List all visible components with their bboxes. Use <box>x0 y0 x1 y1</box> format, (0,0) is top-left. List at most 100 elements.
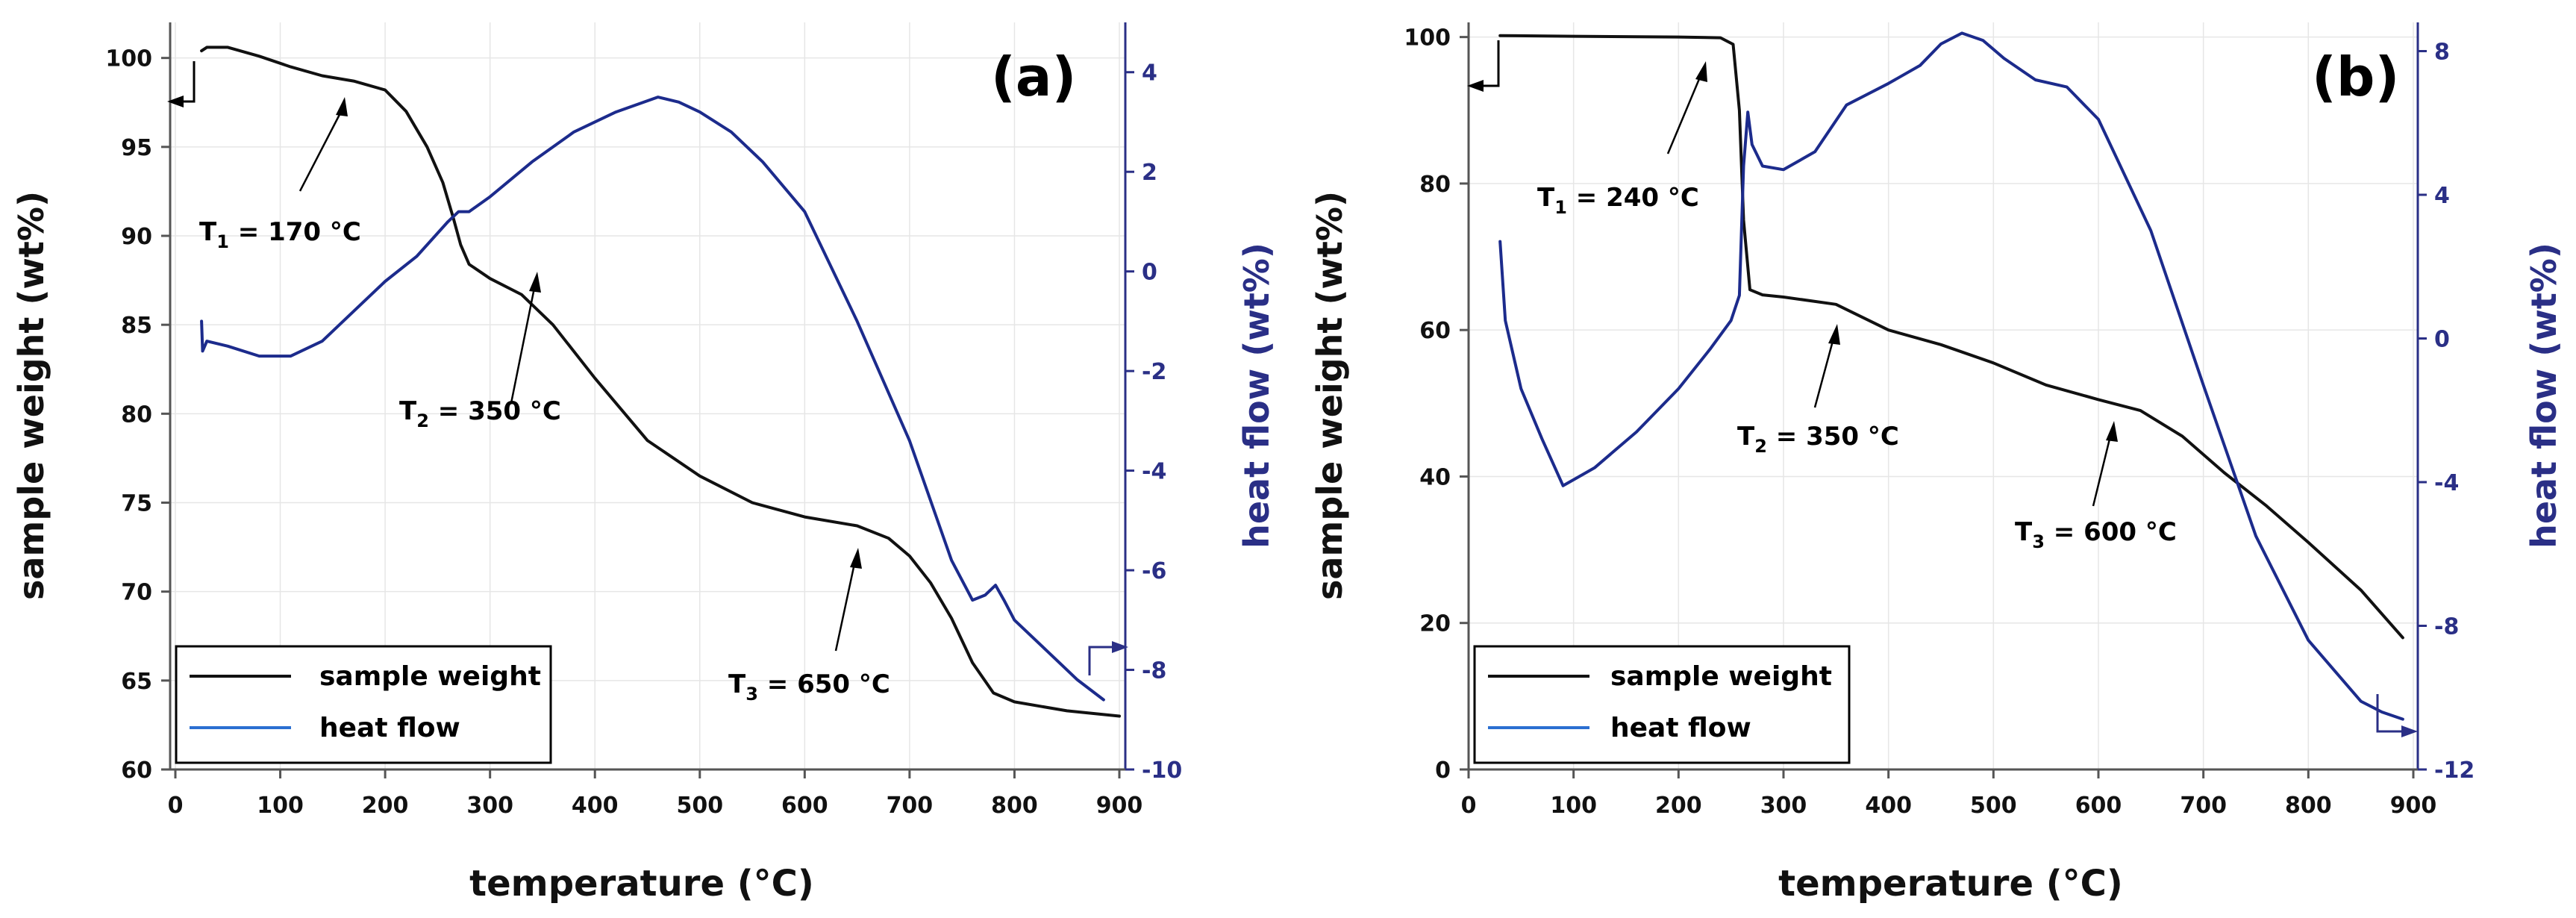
legend-label-weight-b: sample weight <box>1610 661 1832 692</box>
heat-arrowhead-b <box>2401 725 2418 737</box>
panel-label-b: (b) <box>2312 46 2399 108</box>
panel-b: 0 20 40 60 80 100 -12 -8 -4 0 4 8 0 100 200 300 400 500… <box>1310 22 2564 905</box>
series-line-sample-weight-b <box>1498 34 2404 640</box>
x-tick-label-b-0: 0 <box>1461 793 1477 819</box>
left-ticks-b: 0 20 40 60 80 100 <box>1404 25 1469 784</box>
series-line-sample-weight-a <box>200 46 1121 718</box>
left-tick-label-b-20: 20 <box>1419 611 1451 637</box>
right-tick-label-a-2: 2 <box>1142 160 1157 186</box>
left-tick-label-a-75: 75 <box>121 491 152 517</box>
x-tick-label-a-100: 100 <box>257 793 304 819</box>
right-tick-label-b-0: 0 <box>2434 327 2450 353</box>
annotation-arrowhead-t2-a <box>529 272 541 293</box>
right-tick-label-b-neg12: -12 <box>2434 758 2475 784</box>
x-ticks-a: 0 100 200 300 400 500 600 700 800 900 <box>168 769 1143 819</box>
x-tick-label-a-700: 700 <box>887 793 934 819</box>
right-tick-label-a-neg10: -10 <box>1142 758 1182 784</box>
x-tick-label-b-900: 900 <box>2390 793 2437 819</box>
legend-b: sample weight heat flow <box>1473 645 1851 764</box>
annotation-t1-b: T1 = 240 °C <box>1537 183 1699 218</box>
weight-arrowhead-a <box>167 96 184 107</box>
left-tick-label-b-80: 80 <box>1419 172 1451 198</box>
heat-arrowhead-a <box>1112 641 1128 653</box>
left-tick-label-a-95: 95 <box>121 135 152 161</box>
left-tick-label-b-40: 40 <box>1419 464 1451 490</box>
annotation-t3-b: T3 = 600 °C <box>2015 517 2177 552</box>
annotation-arrow-t1-a <box>298 104 346 192</box>
right-tick-label-b-neg8: -8 <box>2434 614 2459 640</box>
annotation-arrowhead-t3-b <box>2106 421 2118 442</box>
annotation-t3-a: T3 = 650 °C <box>728 669 890 705</box>
x-tick-label-a-800: 800 <box>991 793 1038 819</box>
right-tick-label-a-neg4: -4 <box>1142 459 1166 485</box>
right-tick-label-a-neg8: -8 <box>1142 658 1166 684</box>
left-tick-label-a-65: 65 <box>121 669 152 695</box>
annotation-arrowhead-t1-a <box>336 97 348 116</box>
legend-label-heat-b: heat flow <box>1610 713 1751 743</box>
annotation-arrow-t3-b <box>2092 429 2113 507</box>
x-tick-label-a-300: 300 <box>466 793 513 819</box>
x-tick-label-b-300: 300 <box>1760 793 1807 819</box>
x-axis-label-b: temperature (°C) <box>1778 863 2123 905</box>
annotation-arrow-t2-b <box>1813 332 1836 408</box>
x-tick-label-b-100: 100 <box>1550 793 1597 819</box>
annotation-arrowhead-t1-b <box>1695 61 1707 82</box>
left-tick-label-a-100: 100 <box>105 46 152 72</box>
right-tick-label-b-8: 8 <box>2434 40 2450 66</box>
heat-axis-arrow-a <box>1088 646 1125 675</box>
right-ticks-b: -12 -8 -4 0 4 8 <box>2418 40 2475 784</box>
legend-box-b <box>1473 645 1851 764</box>
y-axis-label-right-b: heat flow (wt%) <box>2524 243 2564 549</box>
right-tick-label-a-0: 0 <box>1142 260 1157 286</box>
x-tick-label-b-600: 600 <box>2075 793 2122 819</box>
left-tick-label-b-0: 0 <box>1435 758 1451 784</box>
x-tick-label-a-900: 900 <box>1096 793 1143 819</box>
annotation-arrow-t3-a <box>834 556 857 652</box>
legend-box-a <box>175 645 552 764</box>
y-axis-label-left-a: sample weight (wt%) <box>11 191 51 600</box>
weight-axis-arrow-a <box>170 61 196 103</box>
left-ticks-a: 60 65 70 75 80 85 90 95 100 <box>105 46 170 784</box>
annotation-t2-b: T2 = 350 °C <box>1737 422 1899 457</box>
right-tick-label-b-neg4: -4 <box>2434 470 2459 496</box>
legend-label-heat-a: heat flow <box>319 713 460 743</box>
x-tick-label-b-700: 700 <box>2180 793 2227 819</box>
x-tick-label-a-500: 500 <box>676 793 723 819</box>
annotation-arrow-t1-b <box>1666 69 1704 154</box>
x-tick-label-b-400: 400 <box>1865 793 1912 819</box>
weight-arrowhead-b <box>1467 80 1484 92</box>
x-tick-label-a-400: 400 <box>572 793 619 819</box>
legend-label-weight-a: sample weight <box>319 661 541 692</box>
left-tick-label-a-80: 80 <box>121 402 152 428</box>
annotation-arrow-t2-a <box>510 280 537 404</box>
x-tick-label-b-200: 200 <box>1655 793 1702 819</box>
series-line-heat-flow-a <box>200 96 1105 702</box>
x-tick-label-b-500: 500 <box>1970 793 2017 819</box>
right-tick-label-a-4: 4 <box>1142 60 1157 87</box>
right-tick-label-a-neg2: -2 <box>1142 359 1166 385</box>
y-axis-label-left-b: sample weight (wt%) <box>1310 191 1350 600</box>
right-ticks-a: -10 -8 -6 -4 -2 0 2 4 <box>1125 60 1182 784</box>
annotation-arrowhead-t2-b <box>1828 324 1840 345</box>
y-axis-label-right-a: heat flow (wt%) <box>1237 243 1277 549</box>
left-tick-label-b-100: 100 <box>1404 25 1451 51</box>
left-tick-label-a-60: 60 <box>121 758 152 784</box>
x-tick-label-b-800: 800 <box>2285 793 2332 819</box>
series-line-heat-flow-b <box>1498 31 2404 721</box>
panel-label-a: (a) <box>991 46 1076 108</box>
x-tick-label-a-600: 600 <box>781 793 828 819</box>
annotation-t2-a: T2 = 350 °C <box>399 396 561 431</box>
left-tick-label-a-70: 70 <box>121 580 152 606</box>
left-tick-label-b-60: 60 <box>1419 318 1451 344</box>
legend-a: sample weight heat flow <box>175 645 552 764</box>
left-tick-label-a-90: 90 <box>121 224 152 250</box>
weight-axis-arrow-b <box>1470 40 1500 87</box>
x-tick-label-a-200: 200 <box>362 793 409 819</box>
left-tick-label-a-85: 85 <box>121 313 152 339</box>
panel-a: 60 65 70 75 80 85 90 95 100 -10 -8 -6 -4 -2 0 2 4 0 100 2… <box>11 22 1277 905</box>
x-axis-label-a: temperature (°C) <box>469 863 814 905</box>
plot-area-a <box>200 46 1121 718</box>
annotation-arrowhead-t3-a <box>850 548 862 569</box>
x-ticks-b: 0 100 200 300 400 500 600 700 800 900 <box>1461 769 2437 819</box>
